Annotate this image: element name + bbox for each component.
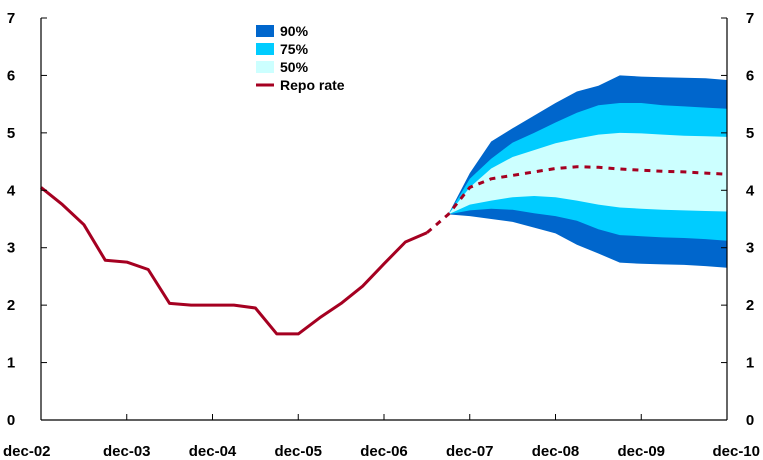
x-tick-label: dec-07: [446, 443, 494, 460]
x-tick-label: dec-06: [360, 443, 408, 460]
tick-labels: 0 0 1 1 2 2 3 3 4 4 5 5 6 6 7 7 dec-02 dec-03 dec-04 dec-05…: [3, 10, 760, 460]
y-tick-label-left: 2: [7, 297, 15, 314]
legend-swatch-90-percent: [256, 25, 274, 37]
x-tick-label: dec-05: [274, 443, 322, 460]
x-tick-label: dec-04: [189, 443, 237, 460]
legend-swatch-50-percent: [256, 61, 274, 73]
repo-rate-line: [40, 186, 428, 336]
y-tick-label-right: 7: [746, 10, 754, 27]
y-tick-label-left: 1: [7, 355, 15, 372]
y-tick-label-left: 3: [7, 240, 15, 257]
x-tick-label: dec-10: [712, 443, 760, 460]
confidence-bands: [448, 75, 727, 268]
repo-rate-forecast-line: [425, 165, 728, 234]
axes: [40, 17, 728, 421]
y-tick-label-right: 0: [746, 412, 754, 429]
y-tick-label-right: 3: [746, 240, 754, 257]
y-tick-label-right: 2: [746, 297, 754, 314]
legend: 90% 75% 50% Repo rate: [256, 23, 345, 93]
band-50-percent: [448, 132, 727, 215]
legend-label: 90%: [280, 23, 309, 39]
y-tick-label-right: 5: [746, 125, 754, 142]
x-tick-label: dec-08: [532, 443, 580, 460]
legend-label: 75%: [280, 41, 309, 57]
y-tick-label-left: 6: [7, 67, 15, 84]
legend-label: Repo rate: [280, 77, 345, 93]
legend-label: 50%: [280, 59, 309, 75]
y-tick-label-right: 6: [746, 67, 754, 84]
y-tick-label-right: 4: [746, 182, 755, 199]
x-tick-label: dec-02: [3, 443, 51, 460]
y-tick-label-left: 5: [7, 125, 15, 142]
y-tick-label-left: 0: [7, 412, 15, 429]
legend-swatch-75-percent: [256, 43, 274, 55]
x-tick-label: dec-03: [103, 443, 151, 460]
y-tick-label-right: 1: [746, 355, 754, 372]
y-tick-label-left: 7: [7, 10, 15, 27]
x-tick-label: dec-09: [617, 443, 665, 460]
repo-rate-series: [40, 165, 728, 336]
y-tick-label-left: 4: [7, 182, 16, 199]
